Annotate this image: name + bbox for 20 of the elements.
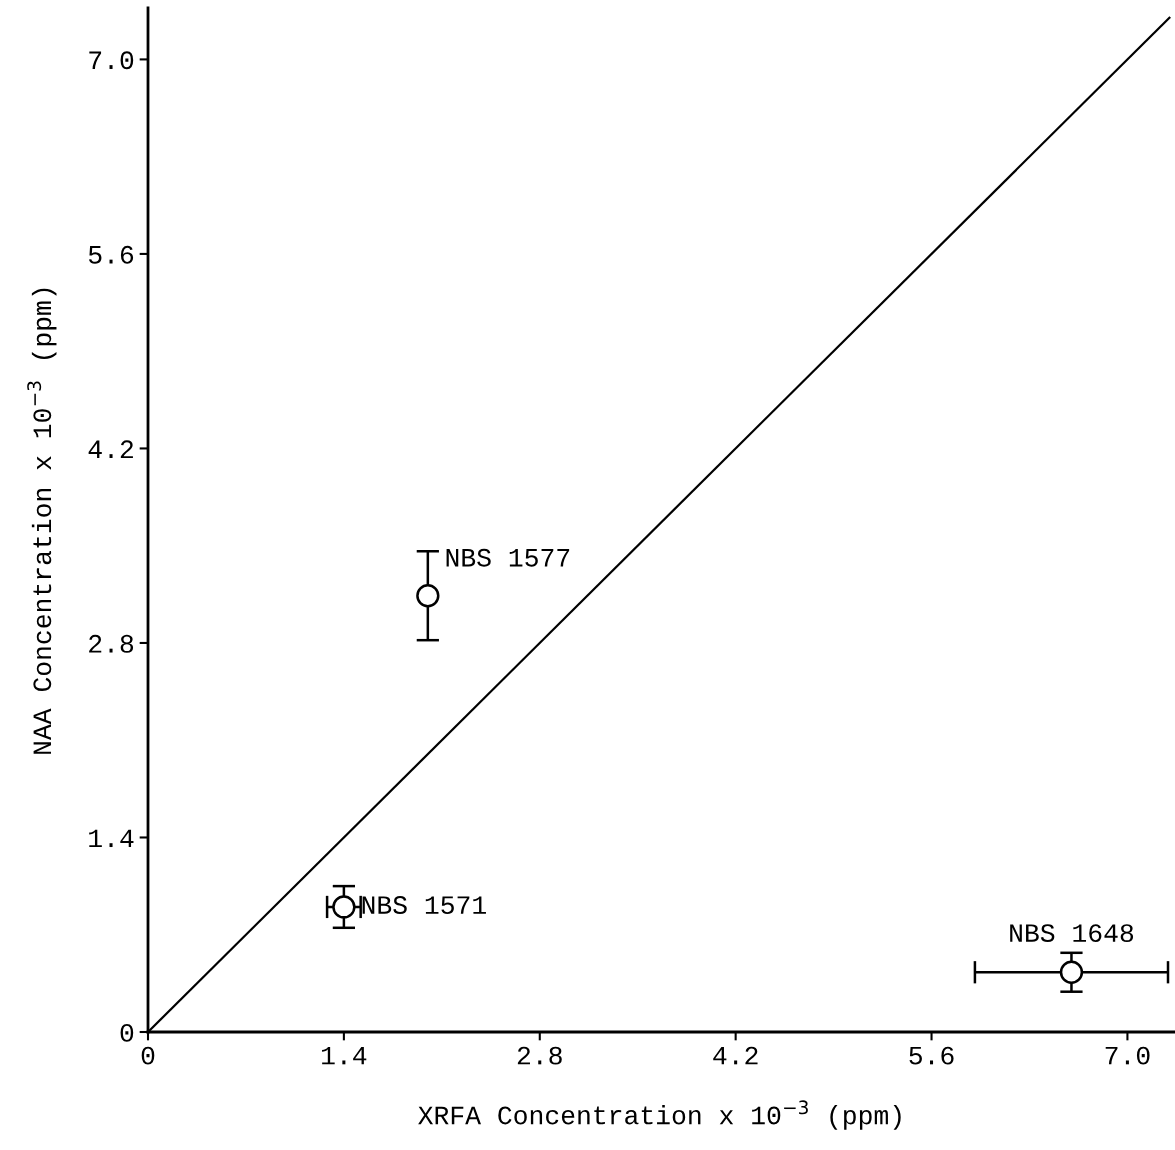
text: NAA Concentration x 10$^{−3}$ (ppm) [27, 288, 57, 754]
x-tick-label: 4.2 [713, 1046, 758, 1065]
x-tick-label: 0 [141, 1046, 155, 1065]
y-tick-label: 0 [120, 1023, 134, 1042]
y-tick-label: 2.8 [89, 634, 134, 653]
point [1059, 960, 1084, 984]
point [416, 584, 440, 608]
y-tick-label: 4.2 [88, 440, 133, 459]
x-tick-label: 7.0 [1105, 1046, 1150, 1065]
x-tick-label: 5.6 [909, 1046, 954, 1065]
x-tick-label: 1.4 [322, 1046, 367, 1065]
y-tick-label: 7.0 [89, 51, 134, 70]
y-tick-label: 1.4 [89, 829, 134, 848]
x-tick-label: 2.8 [517, 1046, 562, 1065]
y-tick-label: 5.6 [88, 245, 134, 264]
text: XRFA Concentration x 10$^{−3}$ (ppm) [418, 1100, 901, 1130]
annotation: NBS 1648 [1010, 924, 1134, 943]
annotation: NBS 1571 [362, 896, 486, 915]
point [332, 895, 356, 919]
annotation: NBS 1577 [446, 548, 570, 567]
